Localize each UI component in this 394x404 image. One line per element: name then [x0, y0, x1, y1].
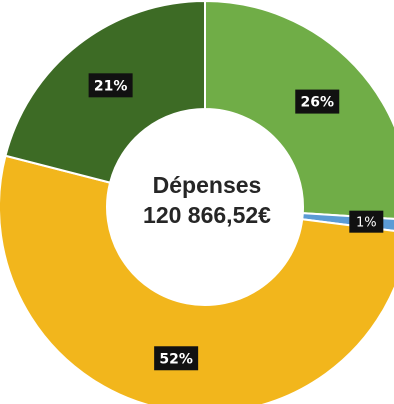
data-label: 26%: [301, 95, 335, 111]
data-label: 1%: [356, 216, 377, 231]
data-label-box: [349, 210, 384, 233]
data-label: 52%: [159, 351, 193, 367]
center-title: Dépenses: [152, 172, 262, 198]
center-label: Dépenses 120 866,52€: [107, 170, 307, 230]
slice-52pct: [0, 154, 394, 404]
data-labels: 26% 1% 52% 21%: [88, 73, 384, 371]
data-label-box: [295, 89, 340, 114]
data-label: 21%: [94, 78, 128, 94]
data-label-box: [88, 73, 133, 98]
center-value: 120 866,52€: [143, 202, 271, 228]
data-label-box: [154, 346, 199, 371]
